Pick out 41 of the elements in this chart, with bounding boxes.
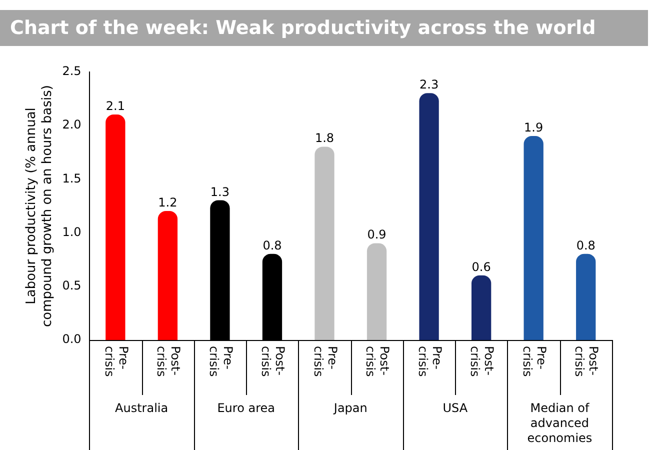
data-label: 1.2 [158,195,178,210]
text: Median of advanced economies [527,401,592,446]
x-tick-label: Pre-crisis [311,346,340,377]
text: Japan [332,401,368,416]
bar [158,211,178,340]
bar [576,254,596,340]
bar [366,243,387,340]
x-tick-label: Post-crisis [259,346,288,377]
x-tick-label: Post-crisis [572,346,601,377]
x-tick-label: Post-crisis [364,346,392,377]
text: Australia [115,401,168,416]
y-tick-label: 2.5 [62,64,82,78]
data-label: 1.8 [314,131,334,146]
x-tick-label: Pre-crisis [416,346,444,377]
y-tick-label: 2.0 [62,118,82,132]
y-axis-title: Labour productivity (% annual compound growth on an hours basis) [24,85,55,327]
data-label: 0.9 [367,228,386,242]
data-label: 1.9 [524,120,544,134]
y-tick-label: 0.5 [62,278,82,293]
x-tick-label: Pre-crisis [206,346,235,377]
data-label: 2.3 [420,78,439,92]
text: USA [442,401,468,416]
data-label: 0.8 [576,238,596,252]
bar [106,114,126,340]
data-label: 1.3 [210,184,230,199]
x-tick-label: Pre-crisis [102,346,130,377]
y-tick-label: 1.0 [62,224,82,239]
x-tick-label: Pre-crisis [520,346,548,377]
bar [524,136,544,340]
chart-title: Chart of the week: Weak productivity across the world [0,10,648,46]
text: Euro area [217,401,275,416]
y-tick-label: 1.5 [62,171,82,186]
bar [314,146,334,340]
data-label: 0.8 [262,238,282,252]
y-tick-label: 0.0 [62,332,82,346]
x-tick-label: Post-crisis [154,346,183,377]
x-tick-label: Post-crisis [468,346,496,377]
bar [419,93,439,340]
data-label: 0.6 [472,260,491,274]
bar [471,275,492,340]
data-label: 2.1 [106,99,125,114]
